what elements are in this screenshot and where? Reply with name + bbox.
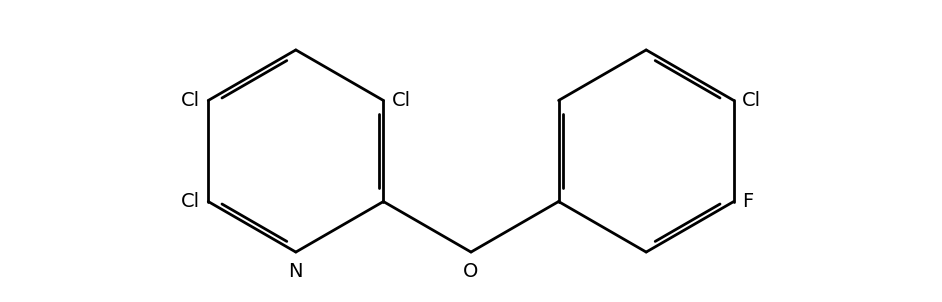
Text: Cl: Cl bbox=[742, 91, 761, 110]
Text: O: O bbox=[463, 262, 479, 281]
Text: Cl: Cl bbox=[392, 91, 411, 110]
Text: Cl: Cl bbox=[181, 91, 200, 110]
Text: Cl: Cl bbox=[181, 192, 200, 211]
Text: F: F bbox=[742, 192, 753, 211]
Text: N: N bbox=[288, 262, 303, 281]
